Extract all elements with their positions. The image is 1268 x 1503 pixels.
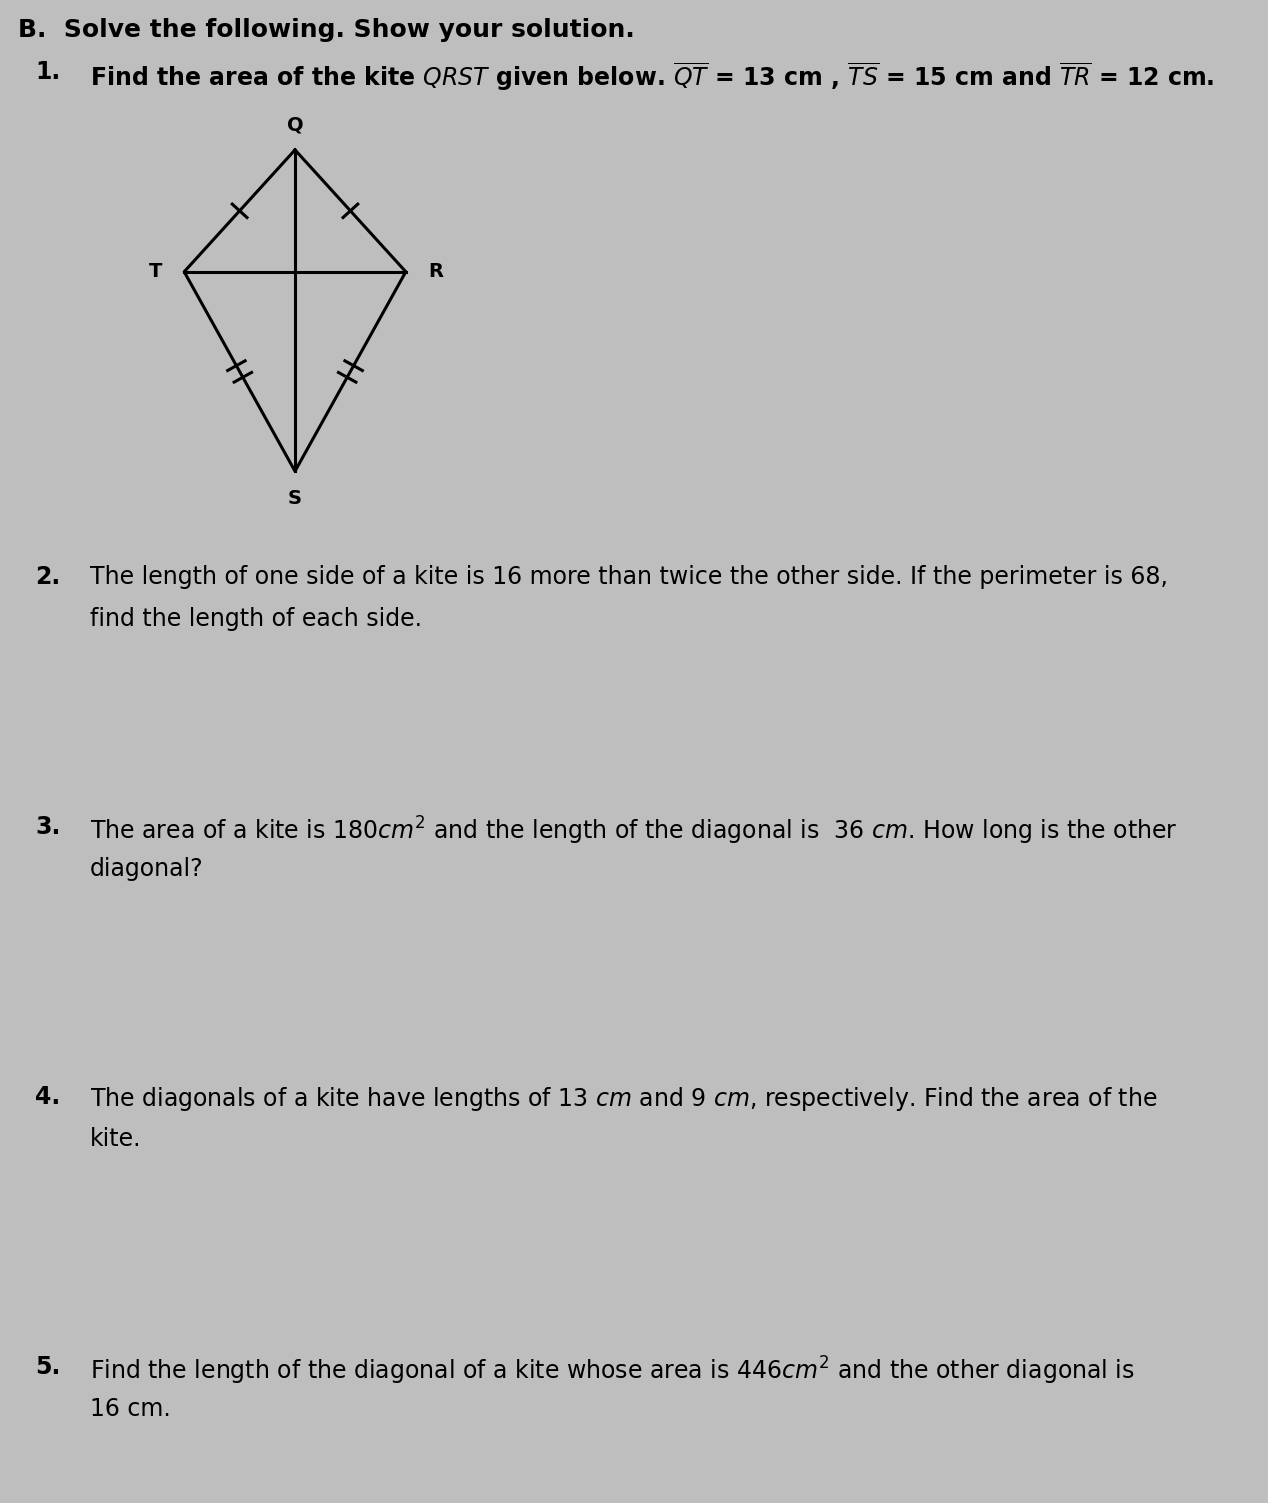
Text: Find the length of the diagonal of a kite whose area is $446cm^{2}$ and the othe: Find the length of the diagonal of a kit… bbox=[90, 1356, 1135, 1387]
Text: 1.: 1. bbox=[36, 60, 61, 84]
Text: 16 cm.: 16 cm. bbox=[90, 1396, 171, 1420]
Text: Q: Q bbox=[287, 116, 303, 134]
Text: T: T bbox=[148, 262, 162, 281]
Text: Find the area of the kite $\mathit{QRST}$ given below. $\overline{QT}$ = 13 cm ,: Find the area of the kite $\mathit{QRST}… bbox=[90, 60, 1215, 93]
Text: kite.: kite. bbox=[90, 1127, 142, 1151]
Text: R: R bbox=[429, 262, 443, 281]
Text: 3.: 3. bbox=[36, 815, 61, 839]
Text: 5.: 5. bbox=[36, 1356, 61, 1378]
Text: 4.: 4. bbox=[36, 1085, 61, 1109]
Text: The area of a kite is $180cm^{2}$ and the length of the diagonal is  36 $cm$. Ho: The area of a kite is $180cm^{2}$ and th… bbox=[90, 815, 1178, 848]
Text: The diagonals of a kite have lengths of 13 $cm$ and 9 $cm$, respectively. Find t: The diagonals of a kite have lengths of … bbox=[90, 1085, 1158, 1114]
Text: B.  Solve the following. Show your solution.: B. Solve the following. Show your soluti… bbox=[18, 18, 635, 42]
Text: find the length of each side.: find the length of each side. bbox=[90, 607, 422, 631]
Text: 2.: 2. bbox=[36, 565, 61, 589]
Text: The length of one side of a kite is 16 more than twice the other side. If the pe: The length of one side of a kite is 16 m… bbox=[90, 565, 1168, 589]
Text: S: S bbox=[288, 488, 302, 508]
Text: diagonal?: diagonal? bbox=[90, 857, 204, 881]
